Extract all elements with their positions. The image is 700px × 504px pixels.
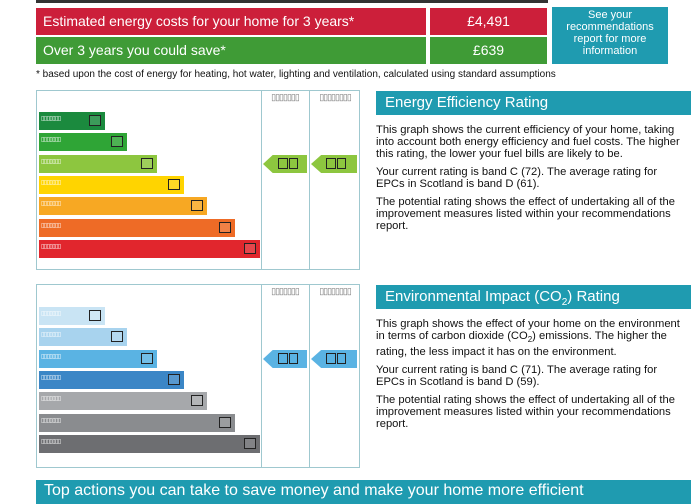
rating-band-g: ▯▯▯▯▯▯▯ [39,434,260,453]
env-paragraph-1-text-end: ) emissions. The higher the rating, the … [376,330,667,359]
band-range-label: ▯▯▯▯▯▯▯ [41,200,61,208]
rating-band-d: ▯▯▯▯▯▯▯ [39,370,184,389]
energy-efficiency-graph: ▯▯▯▯▯▯▯ ▯▯▯▯▯▯▯▯ ▯▯▯▯▯▯▯ ▯▯▯▯▯▯▯ ▯▯▯▯▯▯▯ ▯▯… [36,90,360,270]
rating-band-f: ▯▯▯▯▯▯▯ [39,218,235,237]
rating-band-e: ▯▯▯▯▯▯▯ [39,392,207,411]
band-letter-f [219,221,231,233]
estimated-cost-value: £4,491 [430,8,547,35]
band-letter-a [89,310,101,321]
rating-band-c: ▯▯▯▯▯▯▯ [39,349,157,368]
band-letter-f [219,416,231,428]
band-range-label: ▯▯▯▯▯▯▯ [41,437,61,445]
band-range-label: ▯▯▯▯▯▯▯ [41,178,61,186]
estimated-cost-label: Estimated energy costs for your home for… [36,8,426,35]
env-title-prefix: Environmental Impact (CO [385,288,562,305]
energy-paragraph-3: The potential rating shows the effect of… [376,196,675,232]
rating-band-d: ▯▯▯▯▯▯▯ [39,175,184,194]
env-paragraph-2: Your current rating is band C (71). The … [376,364,658,389]
env-paragraph-1-text: This graph shows the effect of your home… [376,318,680,342]
band-letter-g [244,437,256,449]
rating-band-b: ▯▯▯▯▯▯▯ [39,133,127,152]
env-paragraph-1-subscript: 2 [527,335,533,345]
band-range-label: ▯▯▯▯▯▯▯ [41,395,61,403]
rating-band-a: ▯▯▯▯▯▯▯ [39,307,105,325]
cost-footnote: * based upon the cost of energy for heat… [36,69,556,80]
current-rating-arrow [263,154,307,173]
env-title-suffix: ) Rating [567,288,620,305]
band-range-label: ▯▯▯▯▯▯▯ [41,157,61,165]
graph-divider [261,91,262,269]
rating-band-a: ▯▯▯▯▯▯▯ [39,112,105,130]
top-border [36,0,548,3]
band-range-label: ▯▯▯▯▯▯▯ [41,136,61,144]
band-range-label: ▯▯▯▯▯▯▯ [41,310,61,317]
potential-column-header: ▯▯▯▯▯▯▯▯ [319,92,352,102]
band-range-label: ▯▯▯▯▯▯▯ [41,331,61,339]
rating-band-c: ▯▯▯▯▯▯▯ [39,154,157,173]
environmental-impact-graph: ▯▯▯▯▯▯▯ ▯▯▯▯▯▯▯▯ ▯▯▯▯▯▯▯ ▯▯▯▯▯▯▯ ▯▯▯▯▯▯▯ ▯▯… [36,284,360,468]
current-column-header: ▯▯▯▯▯▯▯ [271,286,300,296]
band-letter-g [244,242,256,254]
energy-efficiency-description: This graph shows the current efficiency … [376,124,688,238]
savings-label: Over 3 years you could save* [36,37,426,64]
energy-paragraph-1: This graph shows the current efficiency … [376,124,680,160]
band-letter-c [141,352,153,364]
top-actions-banner: Top actions you can take to save money a… [36,480,691,504]
rating-band-f: ▯▯▯▯▯▯▯ [39,413,235,432]
env-paragraph-3: The potential rating shows the effect of… [376,394,675,431]
current-rating-arrow [263,349,307,368]
band-letter-c [141,157,153,169]
band-range-label: ▯▯▯▯▯▯▯ [41,352,61,360]
rating-band-g: ▯▯▯▯▯▯▯ [39,239,260,258]
potential-rating-arrow [311,349,357,368]
potential-rating-arrow [311,154,357,173]
rating-band-e: ▯▯▯▯▯▯▯ [39,197,207,216]
recommendations-link[interactable]: See your recommendations report for more… [552,7,668,64]
band-letter-d [168,373,180,385]
environmental-impact-title: Environmental Impact (CO2) Rating [376,285,691,309]
potential-column-header: ▯▯▯▯▯▯▯▯ [319,286,352,296]
band-letter-a [89,115,101,126]
band-letter-b [111,136,123,148]
band-range-label: ▯▯▯▯▯▯▯ [41,221,61,229]
band-range-label: ▯▯▯▯▯▯▯ [41,416,61,424]
rating-band-b: ▯▯▯▯▯▯▯ [39,328,127,347]
band-range-label: ▯▯▯▯▯▯▯ [41,242,61,250]
env-paragraph-1: This graph shows the effect of your home… [376,318,688,358]
band-letter-e [191,200,203,212]
current-column-header: ▯▯▯▯▯▯▯ [271,92,300,102]
band-letter-e [191,395,203,407]
savings-value: £639 [430,37,547,64]
band-range-label: ▯▯▯▯▯▯▯ [41,115,61,122]
env-title-subscript: 2 [561,297,568,308]
band-range-label: ▯▯▯▯▯▯▯ [41,373,61,381]
energy-efficiency-title: Energy Efficiency Rating [376,91,691,115]
graph-divider [309,285,310,467]
graph-divider [309,91,310,269]
graph-divider [261,285,262,467]
band-letter-d [168,178,180,190]
energy-paragraph-2: Your current rating is band C (72). The … [376,166,658,190]
environmental-impact-description: This graph shows the effect of your home… [376,318,688,436]
band-letter-b [111,331,123,343]
